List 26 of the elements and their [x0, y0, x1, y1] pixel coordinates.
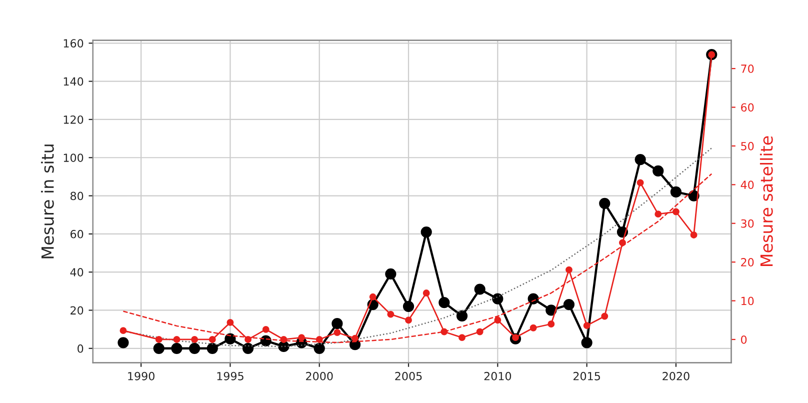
y2-tick-label: 60 — [741, 103, 754, 112]
x-tick-label: 2000 — [306, 372, 333, 380]
x-tick-label: 1990 — [128, 372, 154, 380]
y2-tick-label: 10 — [741, 296, 754, 306]
y-axis-title: Mesure in situ — [41, 144, 54, 258]
y-tick-label: 80 — [70, 192, 84, 200]
y2-tick-label: 0 — [741, 335, 747, 344]
y-tick-label: 140 — [64, 77, 84, 86]
y2-tick-label: 70 — [741, 64, 754, 73]
y2-tick-label: 50 — [741, 142, 754, 150]
x-tick-label: 2020 — [662, 372, 690, 380]
y-tick-label: 40 — [70, 268, 84, 276]
y-tick-label: 160 — [64, 39, 84, 48]
x-tick-label: 1995 — [217, 372, 244, 380]
y-tick-label: 100 — [64, 154, 84, 162]
y-tick-label: 60 — [70, 230, 84, 238]
y2-tick-label: 20 — [741, 258, 754, 266]
y2-tick-label: 40 — [740, 180, 754, 190]
y-tick-label: 0 — [78, 344, 84, 353]
y-tick-label: 20 — [70, 306, 84, 315]
x-tick-label: 2010 — [484, 372, 512, 380]
y2-tick-label: 30 — [741, 219, 754, 228]
x-tick-label: 2015 — [573, 372, 600, 380]
x-tick-label: 2005 — [395, 372, 422, 380]
y-tick-label: 120 — [64, 115, 84, 124]
y2-axis-title: Mesure satellite — [760, 136, 773, 266]
